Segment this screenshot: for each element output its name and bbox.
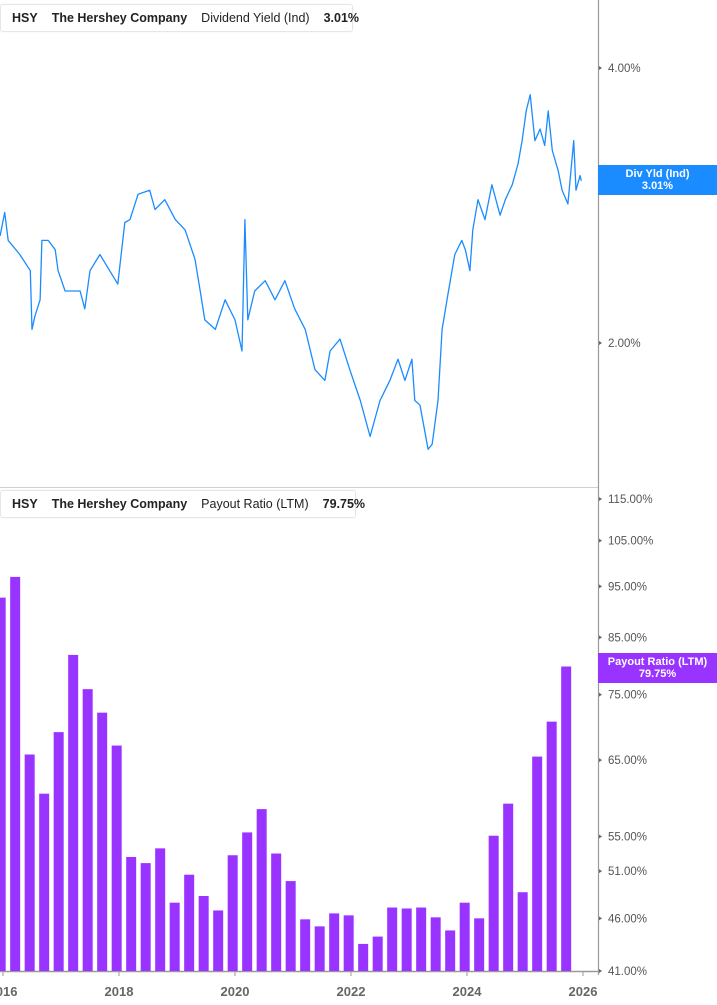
y-tick-mark bbox=[599, 635, 602, 640]
payout-bar bbox=[459, 902, 470, 971]
legend-company: The Hershey Company bbox=[51, 11, 188, 25]
payout-bar bbox=[111, 745, 122, 971]
payout-bar bbox=[140, 863, 151, 971]
payout-bar bbox=[300, 919, 311, 971]
y-tick-mark bbox=[599, 834, 602, 839]
payout-bar bbox=[198, 896, 209, 971]
x-tick-label: 2018 bbox=[105, 984, 134, 999]
payout-bar bbox=[416, 907, 427, 971]
payout-bar bbox=[53, 732, 64, 971]
y-tick-mark bbox=[599, 869, 602, 874]
legend-ticker: HSY bbox=[12, 497, 38, 511]
payout-bar bbox=[343, 915, 354, 971]
legend-ticker: HSY bbox=[12, 11, 38, 25]
top-y-axis: 4.00%3.00%2.00% bbox=[599, 63, 641, 350]
payout-bar bbox=[271, 853, 282, 971]
payout-bar bbox=[372, 936, 383, 971]
payout-bar bbox=[387, 907, 398, 971]
x-axis: 2016 2018 2020 2022 2024 2026 bbox=[0, 971, 597, 999]
bottom-y-axis: 115.00% 105.00% 95.00% 85.00% 75.00% 65.00% 55… bbox=[599, 494, 653, 978]
payout-bar bbox=[532, 756, 543, 971]
legend-company: The Hershey Company bbox=[51, 497, 188, 511]
y-tick-mark bbox=[599, 538, 602, 543]
y-tick-label: 4.00% bbox=[608, 63, 641, 75]
payout-bar bbox=[126, 856, 137, 971]
payout-bar bbox=[39, 793, 50, 971]
payout-bar bbox=[0, 597, 6, 971]
payout-bar bbox=[488, 835, 499, 971]
y-tick-mark bbox=[599, 66, 602, 70]
payout-bar bbox=[401, 908, 412, 971]
y-tick-mark bbox=[599, 692, 602, 697]
y-tick-label: 46.00% bbox=[608, 913, 647, 925]
payout-bar bbox=[213, 910, 224, 971]
top-legend: HSY The Hershey Company Dividend Yield (… bbox=[0, 4, 359, 32]
legend-value: 3.01% bbox=[323, 11, 360, 25]
payout-bar bbox=[329, 913, 340, 971]
x-tick-label: 2016 bbox=[0, 984, 17, 999]
y-tick-label: 115.00% bbox=[608, 494, 653, 506]
payout-bar bbox=[97, 712, 108, 971]
payout-bar bbox=[184, 874, 195, 971]
payout-bar bbox=[169, 902, 180, 971]
tag-value: 79.75% bbox=[638, 668, 677, 680]
payout-bar bbox=[503, 803, 514, 971]
payout-bar bbox=[358, 943, 369, 971]
payout-bar bbox=[68, 654, 79, 971]
payout-bar bbox=[256, 809, 267, 971]
legend-metric: Dividend Yield (Ind) bbox=[201, 11, 310, 25]
payout-bar bbox=[10, 576, 21, 971]
x-tick-label: 2024 bbox=[453, 984, 483, 999]
payout-bar bbox=[546, 721, 557, 971]
payout-bars bbox=[0, 576, 572, 971]
payout-bar bbox=[285, 881, 296, 971]
y-tick-mark bbox=[599, 341, 602, 345]
y-tick-mark bbox=[599, 758, 602, 763]
x-tick-label: 2020 bbox=[221, 984, 250, 999]
payout-bar bbox=[155, 848, 166, 971]
yield-value-tag: Div Yld (Ind) 3.01% bbox=[598, 165, 717, 195]
y-tick-label: 75.00% bbox=[608, 690, 647, 702]
tag-label: Div Yld (Ind) bbox=[625, 168, 690, 180]
payout-bar bbox=[517, 892, 528, 971]
payout-value-tag: Payout Ratio (LTM) 79.75% bbox=[598, 653, 717, 683]
y-tick-label: 105.00% bbox=[608, 536, 653, 548]
payout-bar bbox=[561, 666, 572, 971]
y-tick-label: 41.00% bbox=[608, 966, 647, 978]
payout-bar bbox=[474, 918, 485, 971]
legend-metric: Payout Ratio (LTM) bbox=[201, 497, 309, 511]
x-tick-label: 2022 bbox=[337, 984, 366, 999]
y-tick-label: 95.00% bbox=[608, 581, 647, 593]
y-tick-mark bbox=[599, 497, 602, 501]
payout-bar bbox=[242, 832, 253, 971]
y-tick-label: 51.00% bbox=[608, 866, 647, 878]
legend-value: 79.75% bbox=[322, 497, 366, 511]
payout-bar bbox=[430, 917, 441, 971]
x-tick-label: 2026 bbox=[569, 984, 598, 999]
bottom-legend: HSY The Hershey Company Payout Ratio (LT… bbox=[0, 490, 365, 518]
payout-bar bbox=[82, 689, 93, 971]
y-tick-mark bbox=[599, 916, 602, 921]
dividend-yield-line bbox=[0, 94, 582, 450]
y-tick-mark bbox=[599, 969, 602, 973]
y-tick-label: 65.00% bbox=[608, 755, 647, 767]
y-tick-label: 85.00% bbox=[608, 632, 647, 644]
y-tick-label: 55.00% bbox=[608, 832, 647, 844]
tag-label: Payout Ratio (LTM) bbox=[607, 656, 708, 668]
payout-bar bbox=[227, 855, 238, 971]
y-tick-label: 2.00% bbox=[608, 338, 641, 350]
payout-bar bbox=[445, 930, 456, 971]
payout-bar bbox=[24, 754, 35, 971]
tag-value: 3.01% bbox=[641, 180, 674, 192]
y-tick-mark bbox=[599, 584, 602, 589]
payout-bar bbox=[314, 926, 325, 971]
